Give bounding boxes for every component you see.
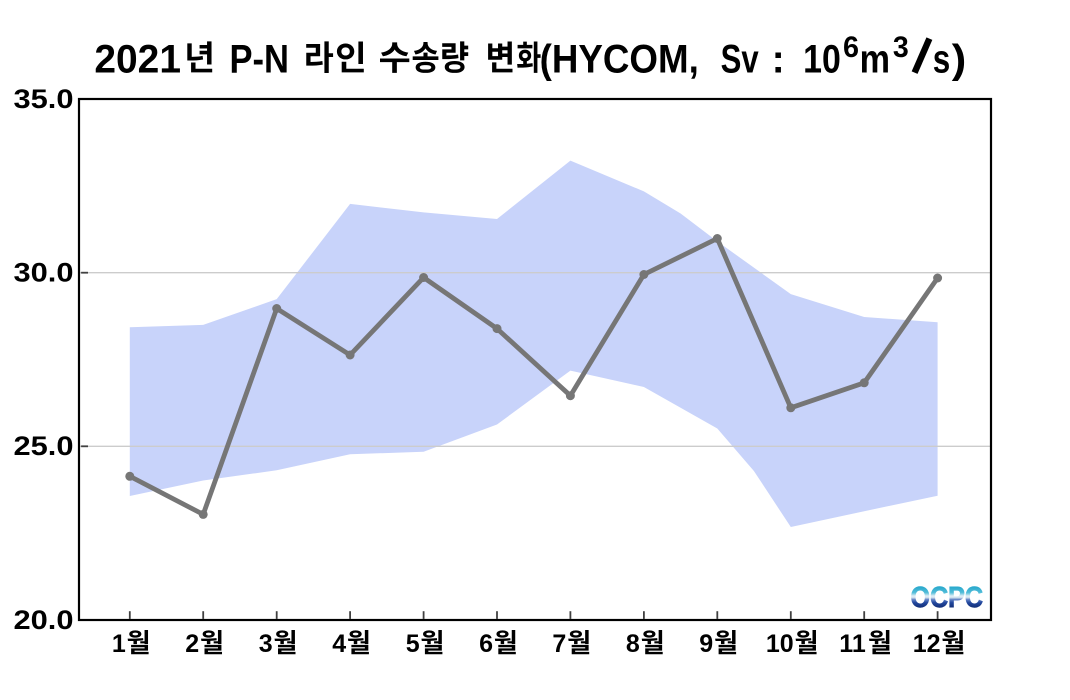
svg-text:7: 7 — [552, 630, 566, 658]
svg-text:2: 2 — [185, 630, 199, 658]
svg-text:8: 8 — [626, 630, 640, 658]
svg-text:m: m — [860, 37, 890, 81]
svg-text::: : — [772, 37, 785, 81]
svg-text:3: 3 — [259, 630, 273, 658]
svg-text:30.0: 30.0 — [14, 258, 74, 288]
svg-text:11: 11 — [839, 630, 866, 658]
svg-text:9: 9 — [699, 630, 713, 658]
svg-text:35.0: 35.0 — [14, 84, 74, 114]
svg-text:P-N: P-N — [230, 37, 290, 81]
svg-text:5: 5 — [406, 630, 420, 658]
svg-text:12: 12 — [913, 630, 941, 658]
svg-text:): ) — [952, 37, 967, 81]
svg-text:6: 6 — [479, 630, 493, 658]
svg-text:2021: 2021 — [94, 37, 181, 81]
svg-text:4: 4 — [332, 630, 346, 658]
svg-text:10: 10 — [803, 37, 841, 81]
svg-text:OCPC: OCPC — [911, 582, 984, 614]
svg-text:20.0: 20.0 — [14, 605, 74, 635]
svg-text:s: s — [933, 37, 951, 81]
svg-text:3: 3 — [893, 31, 909, 64]
svg-text:(HYCOM,: (HYCOM, — [540, 37, 699, 81]
svg-text:25.0: 25.0 — [14, 431, 74, 461]
svg-text:1: 1 — [112, 630, 126, 658]
svg-text:Sv: Sv — [721, 37, 759, 81]
svg-text:10: 10 — [766, 630, 794, 658]
svg-text:6: 6 — [843, 31, 859, 64]
